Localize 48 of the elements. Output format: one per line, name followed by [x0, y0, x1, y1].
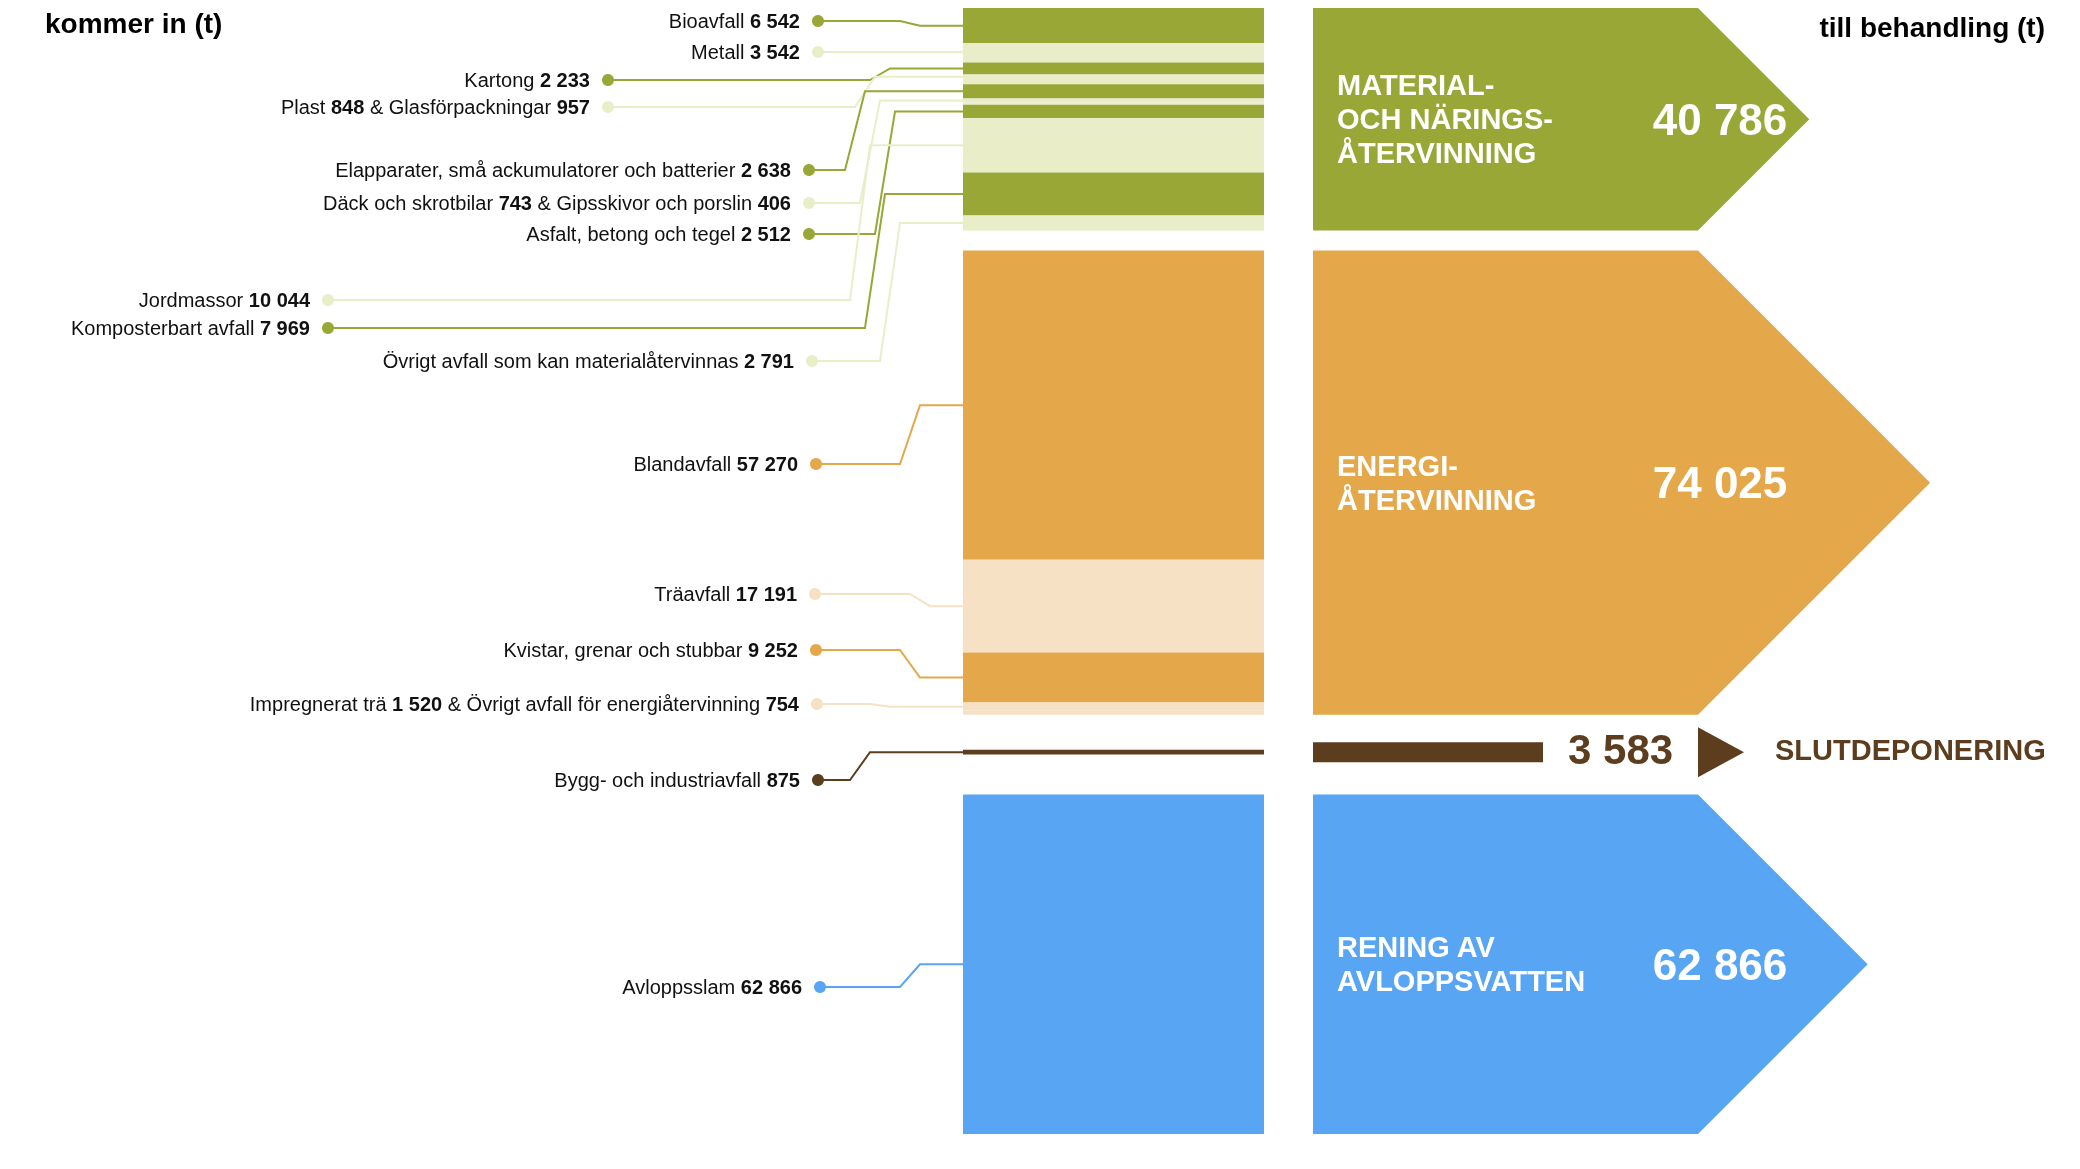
data-label: 743 [498, 192, 532, 214]
data-label: 1 520 [392, 693, 443, 715]
category-label: Impregnerat trä [249, 693, 388, 715]
data-label: 754 [765, 693, 800, 715]
category-label: Bioavfall [668, 10, 745, 32]
text: kommer in (t) [45, 7, 223, 39]
category-label: Kartong [464, 69, 535, 91]
category-label: & Gipsskivor och porslin [537, 192, 753, 214]
category-label: Plast [280, 96, 326, 118]
text: till behandling (t) [1819, 11, 2046, 43]
data-label: 9 252 [747, 639, 798, 661]
category-label: & Glasförpackningar [369, 96, 552, 118]
data-label: 17 191 [735, 583, 797, 605]
category-label: Avloppsslam [622, 976, 736, 998]
text: 40 786 [1652, 94, 1788, 144]
data-label: 6 542 [749, 10, 800, 32]
category-label: Jordmassor [138, 289, 244, 311]
legend-label: SLUTDEPONERING [1775, 733, 2046, 766]
data-label: 957 [556, 96, 590, 118]
category-label: Däck och skrotbilar [323, 192, 494, 214]
text: RENING AV AVLOPPSVATTEN [1337, 931, 1586, 998]
data-label: 7 969 [259, 317, 310, 339]
category-label: Övrigt avfall som kan materialåtervinnas [382, 350, 739, 372]
category-label: Kvistar, grenar och stubbar [503, 639, 743, 661]
data-label: 875 [766, 769, 800, 791]
text: 74 025 [1652, 458, 1788, 508]
text: 3 583 [1568, 725, 1674, 773]
category-label: Elapparater, små ackumulatorer och batterier [335, 159, 736, 181]
text: MATERIAL- OCH NÄRINGS- ÅTERVINNING [1337, 69, 1553, 170]
data-label: 2 791 [743, 350, 794, 372]
data-label: 2 233 [539, 69, 590, 91]
data-label: 3 542 [749, 41, 800, 63]
category-label: Metall [691, 41, 745, 63]
category-label: Träavfall [654, 583, 731, 605]
data-label: 2 512 [740, 223, 791, 245]
category-label: Bygg- och industriavfall [554, 769, 762, 791]
category-label: Blandavfall [633, 453, 732, 475]
data-label: 10 044 [248, 289, 311, 311]
text: ENERGI- ÅTERVINNING [1337, 449, 1537, 516]
data-label: 57 270 [736, 453, 798, 475]
category-label: Komposterbart avfall [70, 317, 255, 339]
data-label: 62 866 [740, 976, 802, 998]
data-label: 406 [757, 192, 791, 214]
category-label: Asfalt, betong och tegel [526, 223, 736, 245]
data-label: 2 638 [740, 159, 791, 181]
text: 62 866 [1652, 939, 1788, 989]
category-label: & Övrigt avfall för energiåtervinning [447, 693, 761, 715]
data-label: 848 [330, 96, 365, 118]
